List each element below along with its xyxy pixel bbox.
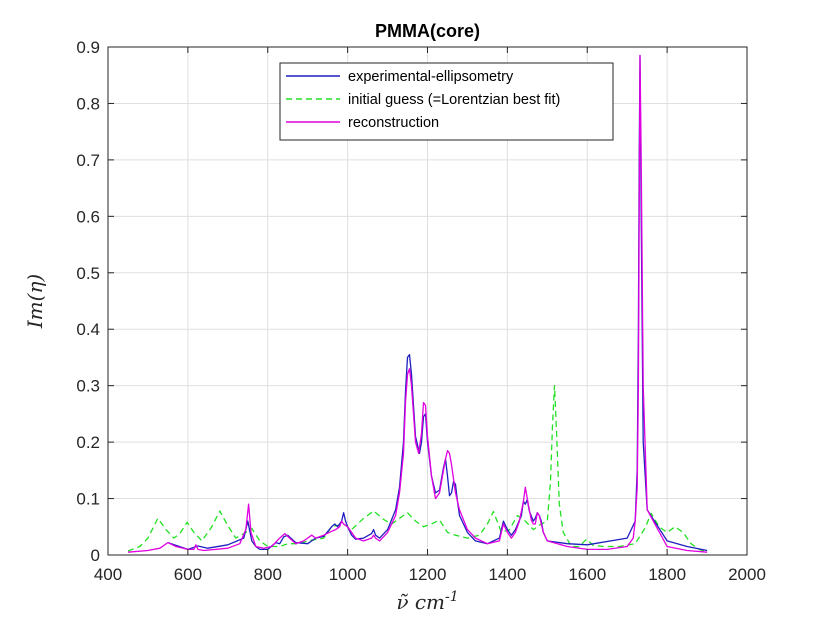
y-tick-label: 0.6	[76, 207, 100, 226]
x-tick-label: 2000	[728, 565, 766, 584]
y-tick-label: 0.1	[76, 490, 100, 509]
legend-label-0: experimental-ellipsometry	[348, 69, 514, 85]
y-tick-label: 0.5	[76, 264, 100, 283]
y-tick-label: 0.4	[76, 320, 100, 339]
series-line-2	[127, 54, 708, 553]
x-axis-title-superscript: -1	[445, 589, 459, 605]
series-layer	[127, 54, 708, 553]
x-tick-label: 1000	[329, 565, 367, 584]
x-tick-label: 400	[94, 565, 122, 584]
x-tick-label: 1400	[488, 565, 526, 584]
y-tick-label: 0.3	[76, 377, 100, 396]
y-tick-label: 0.8	[76, 94, 100, 113]
chart-title: PMMA(core)	[375, 21, 480, 41]
y-tick-label: 0.9	[76, 38, 100, 57]
series-line-1	[127, 385, 708, 553]
x-tick-label: 800	[254, 565, 282, 584]
x-tick-label: 1600	[568, 565, 606, 584]
x-axis-title-main: ν̃ cm	[396, 590, 445, 614]
x-tick-label: 600	[174, 565, 202, 584]
legend-label-1: initial guess (=Lorentzian best fit)	[348, 92, 560, 108]
y-axis-title: Im(η)	[23, 274, 47, 329]
legend: experimental-ellipsometry initial guess (…	[279, 62, 614, 141]
x-axis-title: ν̃ cm-1	[396, 589, 458, 614]
y-tick-label: 0	[91, 546, 100, 565]
x-tick-label: 1800	[648, 565, 686, 584]
legend-label-2: reconstruction	[348, 115, 439, 131]
y-tick-label: 0.2	[76, 433, 100, 452]
axis-ticks: 400 600 800 1000 1200 1400 1600 1800 2000 0 0.1 0.2…	[76, 38, 766, 584]
y-tick-label: 0.7	[76, 151, 100, 170]
x-tick-label: 1200	[409, 565, 447, 584]
